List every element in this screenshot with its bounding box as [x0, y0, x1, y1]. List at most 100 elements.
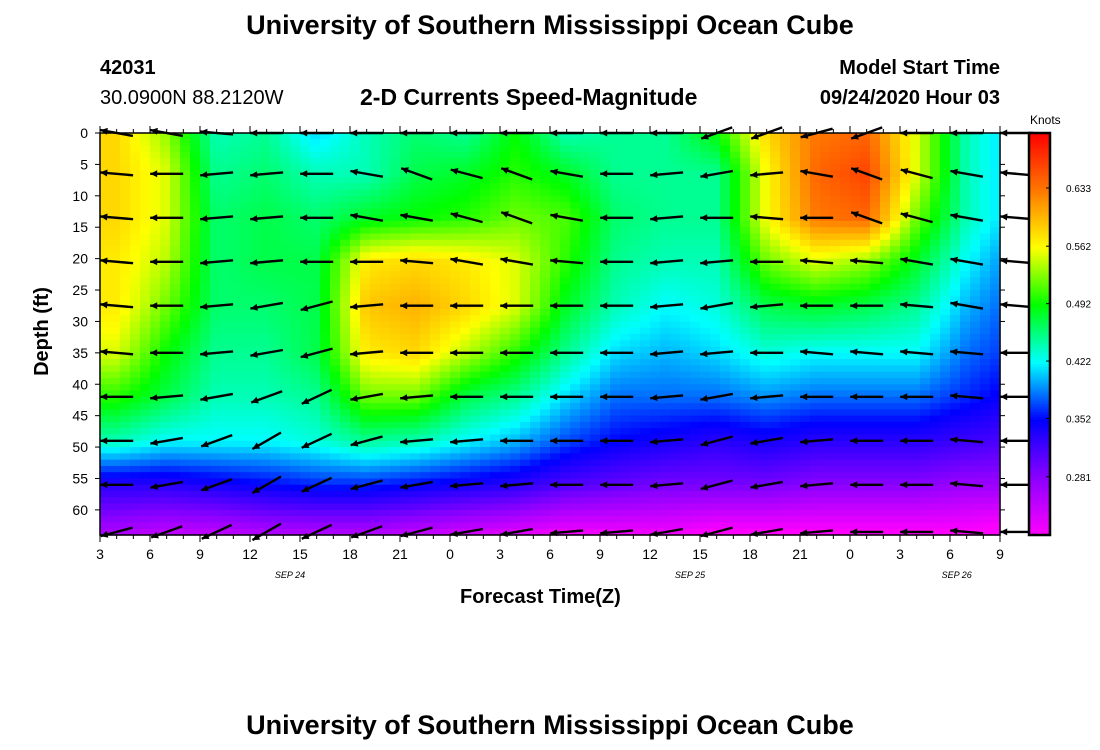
- heat-cell: [560, 396, 571, 404]
- heat-cell: [440, 164, 451, 172]
- heat-cell: [570, 158, 581, 166]
- heat-cell: [990, 233, 1001, 241]
- heat-cell: [470, 214, 481, 222]
- heat-cell: [970, 453, 981, 461]
- heat-cell: [370, 327, 381, 335]
- heat-cell: [990, 428, 1001, 436]
- heat-cell: [390, 352, 401, 360]
- heat-cell: [530, 421, 541, 429]
- heat-cell: [270, 371, 281, 379]
- heat-cell: [980, 151, 991, 159]
- heat-cell: [750, 252, 761, 260]
- heat-cell: [920, 277, 931, 285]
- heat-cell: [300, 327, 311, 335]
- heat-cell: [550, 365, 561, 373]
- heat-cell: [950, 440, 961, 448]
- heat-cell: [680, 384, 691, 392]
- heat-cell: [820, 252, 831, 260]
- heat-cell: [490, 340, 501, 348]
- heat-cell: [370, 158, 381, 166]
- heat-cell: [460, 315, 471, 323]
- heat-cell: [670, 465, 681, 473]
- heat-cell: [950, 151, 961, 159]
- heat-cell: [670, 176, 681, 184]
- heat-cell: [420, 327, 431, 335]
- heat-cell: [920, 365, 931, 373]
- heat-cell: [320, 453, 331, 461]
- heat-cell: [290, 478, 301, 486]
- heat-cell: [700, 183, 711, 191]
- heat-cell: [430, 371, 441, 379]
- heat-cell: [930, 440, 941, 448]
- heat-cell: [850, 434, 861, 442]
- heat-cell: [990, 283, 1001, 291]
- heat-cell: [380, 365, 391, 373]
- heat-cell: [490, 315, 501, 323]
- heat-cell: [480, 428, 491, 436]
- heat-cell: [620, 252, 631, 260]
- heat-cell: [260, 365, 271, 373]
- heat-cell: [490, 233, 501, 241]
- heat-cell: [930, 202, 941, 209]
- heat-cell: [910, 308, 921, 316]
- heat-cell: [300, 264, 311, 272]
- heat-cell: [610, 189, 621, 197]
- heat-cell: [430, 239, 441, 247]
- chart-subtitle: 2-D Currents Speed-Magnitude: [360, 84, 698, 110]
- heat-cell: [580, 321, 591, 329]
- heat-cell: [390, 377, 401, 385]
- heat-cell: [390, 396, 401, 404]
- heat-cell: [330, 453, 341, 461]
- heat-cell: [110, 151, 121, 159]
- heat-cell: [700, 164, 711, 172]
- heat-cell: [260, 183, 271, 191]
- heat-cell: [540, 415, 551, 423]
- heat-cell: [790, 409, 801, 417]
- heat-cell: [440, 214, 451, 222]
- heat-cell: [260, 384, 271, 392]
- heat-cell: [170, 409, 181, 417]
- heat-cell: [530, 233, 541, 241]
- heat-cell: [230, 183, 241, 191]
- heat-cell: [930, 340, 941, 348]
- heat-cell: [740, 409, 751, 417]
- heat-cell: [100, 421, 111, 429]
- heat-cell: [870, 189, 881, 197]
- heat-cell: [940, 183, 951, 191]
- heat-cell: [930, 352, 941, 360]
- heat-cell: [620, 327, 631, 335]
- heat-cell: [280, 390, 291, 398]
- heat-cell: [960, 396, 971, 404]
- heat-cell: [460, 195, 471, 203]
- heat-cell: [740, 290, 751, 297]
- heat-cell: [440, 133, 451, 140]
- heat-cell: [750, 139, 761, 147]
- heat-cell: [590, 208, 601, 216]
- heat-cell: [400, 415, 411, 423]
- heat-cell: [710, 145, 721, 153]
- heat-cell: [750, 465, 761, 473]
- heat-cell: [510, 447, 521, 454]
- heat-cell: [980, 183, 991, 191]
- heat-cell: [220, 290, 231, 297]
- heat-cell: [640, 434, 651, 442]
- heat-cell: [160, 340, 171, 348]
- heat-cell: [280, 264, 291, 272]
- heat-cell: [940, 164, 951, 172]
- heat-cell: [840, 208, 851, 216]
- heat-cell: [270, 145, 281, 153]
- heat-cell: [720, 277, 731, 285]
- heat-cell: [810, 465, 821, 473]
- heat-cell: [530, 164, 541, 172]
- heat-cell: [710, 434, 721, 442]
- heat-cell: [100, 434, 111, 442]
- heat-cell: [130, 283, 141, 291]
- heat-cell: [500, 277, 511, 285]
- heat-cell: [880, 258, 891, 266]
- heat-cell: [560, 327, 571, 335]
- heat-cell: [490, 258, 501, 266]
- heat-cell: [250, 308, 261, 316]
- heat-cell: [760, 176, 771, 184]
- heat-cell: [280, 170, 291, 178]
- heat-cell: [730, 176, 741, 184]
